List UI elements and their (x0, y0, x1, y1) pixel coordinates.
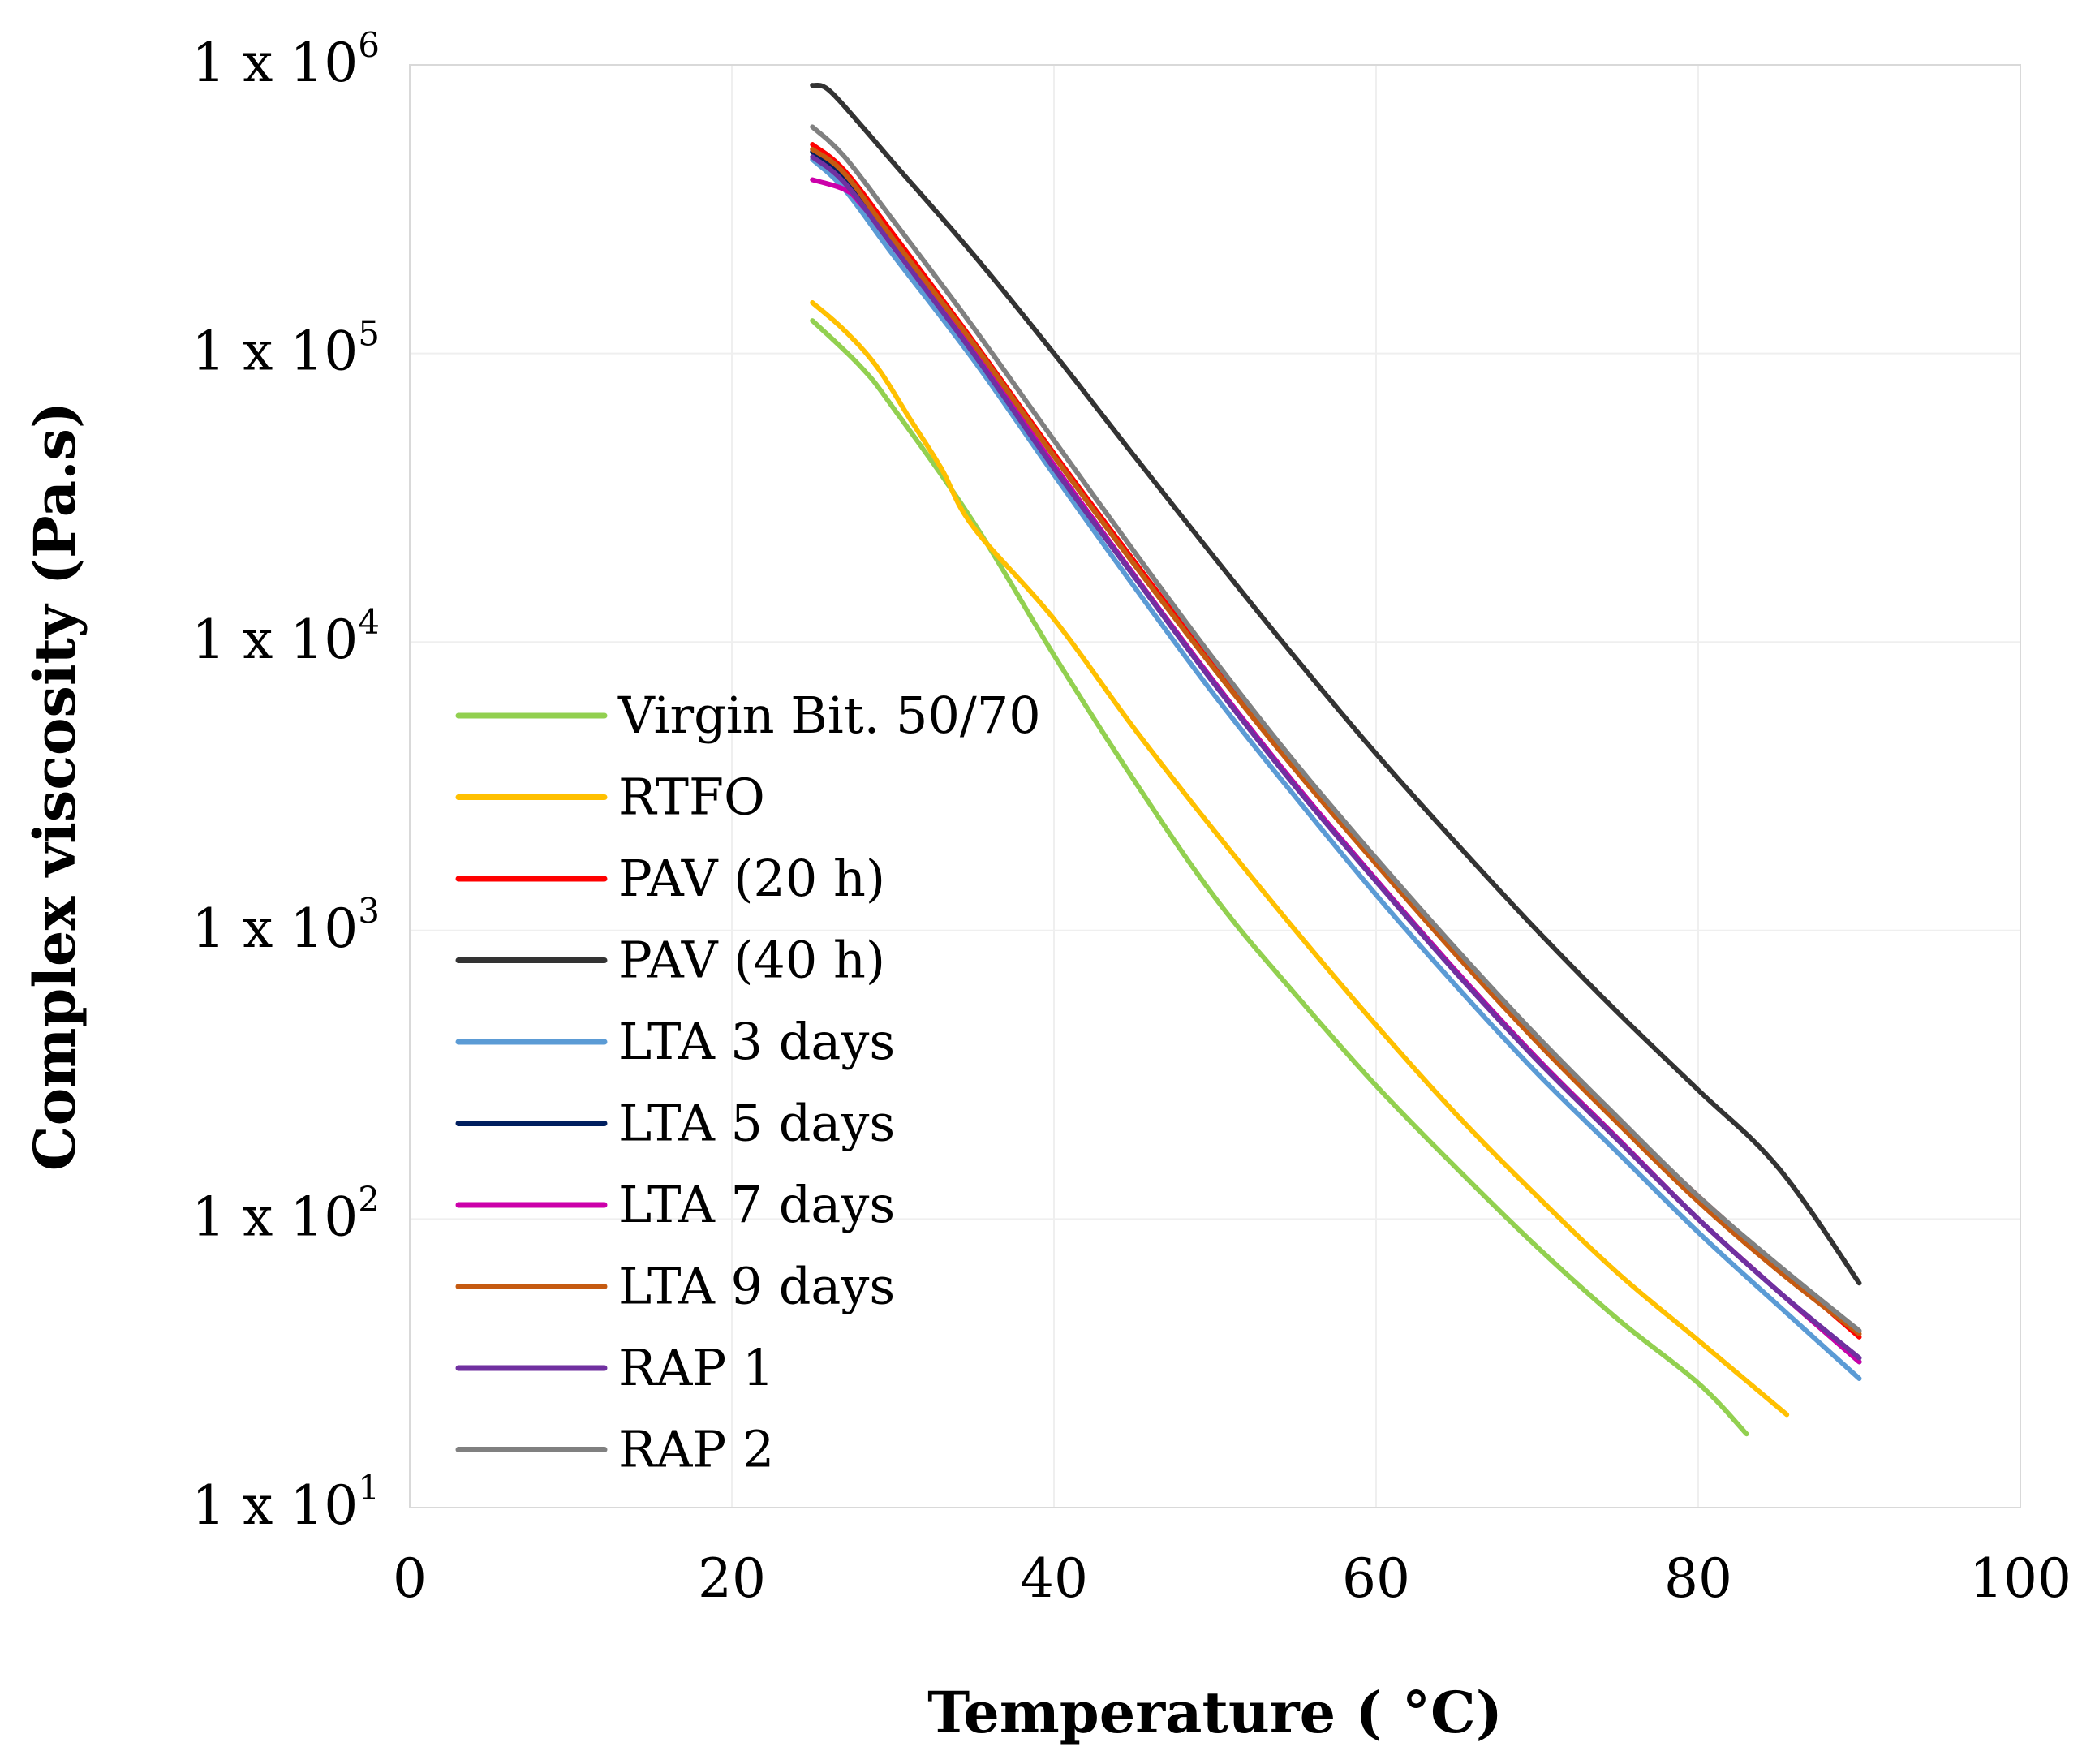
y-tick-exponent: 1 (358, 1468, 380, 1508)
y-tick-label: 1 x 101 (191, 1468, 380, 1537)
series-line-5 (810, 157, 1862, 1381)
plot-area-frame (409, 64, 2021, 1508)
legend-label: PAV (20 h) (618, 849, 885, 908)
y-tick-exponent: 5 (358, 314, 380, 354)
y-tick-base: 1 x 10 (191, 321, 358, 383)
legend-label: RAP 2 (618, 1420, 774, 1479)
y-tick-base: 1 x 10 (191, 897, 358, 960)
y-tick-base: 1 x 10 (191, 32, 358, 94)
x-tick-label: 20 (698, 1547, 766, 1610)
series-line-8 (810, 146, 1862, 1336)
y-axis-title: Complex viscosity (Pa.s) (21, 402, 88, 1171)
y-tick-exponent: 2 (358, 1179, 380, 1219)
legend-label: PAV (40 h) (618, 931, 885, 990)
y-tick-label: 1 x 104 (191, 602, 380, 671)
legend-label: Virgin Bit. 50/70 (617, 686, 1041, 745)
legend-label: LTA 7 days (618, 1175, 895, 1234)
x-axis-title: Temperature ( °C) (927, 1679, 1503, 1746)
y-tick-label: 1 x 106 (191, 25, 380, 94)
legend: Virgin Bit. 50/70 RTFO PAV (20 h) PAV (40 h… (455, 686, 1041, 1479)
y-tick-label: 1 x 102 (191, 1179, 380, 1248)
x-tick-label: 60 (1342, 1547, 1410, 1610)
series-layer (810, 82, 1862, 1437)
y-tick-label: 1 x 105 (191, 314, 380, 383)
series-line-4 (810, 82, 1862, 1286)
y-tick-exponent: 4 (358, 602, 380, 642)
y-tick-exponent: 3 (358, 891, 380, 931)
series-line-10 (810, 124, 1862, 1334)
y-tick-label: 1 x 103 (191, 891, 380, 960)
grid (410, 65, 2020, 1508)
legend-label: RAP 1 (618, 1338, 774, 1397)
series-line-1 (810, 318, 1749, 1437)
x-tick-label: 100 (1969, 1547, 2071, 1610)
x-tick-label: 40 (1020, 1547, 1088, 1610)
series-line-2 (810, 299, 1790, 1418)
legend-label: RTFO (618, 768, 765, 827)
x-tick-label: 80 (1664, 1547, 1732, 1610)
x-tick-labels: 0 20 40 60 80 100 (393, 1547, 2071, 1610)
y-tick-base: 1 x 10 (191, 1185, 358, 1248)
series-line-9 (810, 154, 1862, 1361)
y-tick-base: 1 x 10 (191, 609, 358, 671)
legend-label: LTA 5 days (618, 1094, 895, 1153)
y-tick-exponent: 6 (358, 25, 380, 65)
legend-label: LTA 3 days (618, 1012, 895, 1071)
x-tick-label: 0 (393, 1547, 427, 1610)
y-tick-base: 1 x 10 (191, 1474, 358, 1537)
legend-label: LTA 9 days (618, 1257, 895, 1316)
